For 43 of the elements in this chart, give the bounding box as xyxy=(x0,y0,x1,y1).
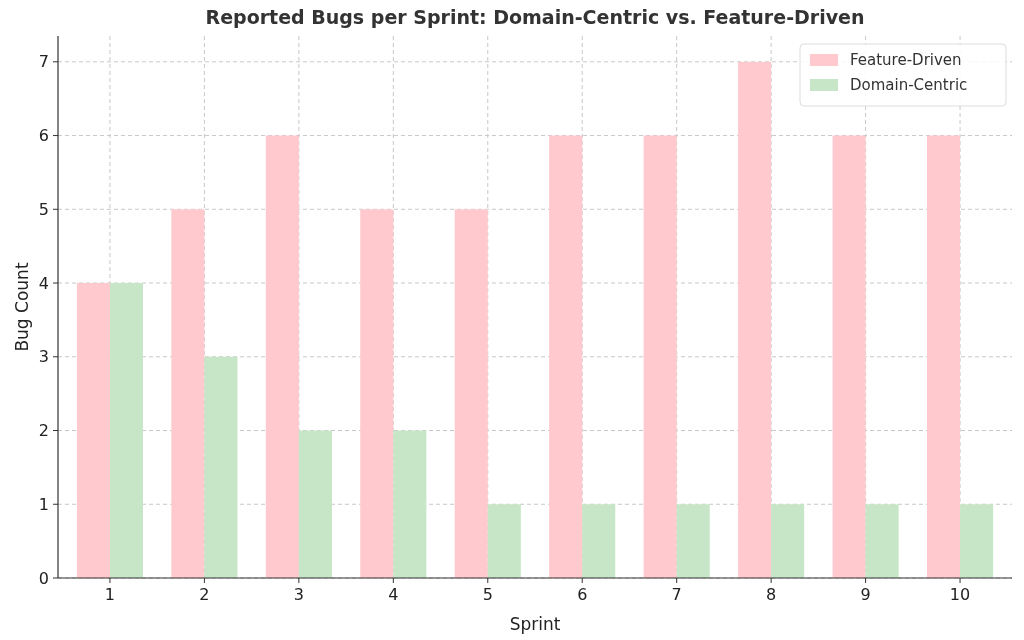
bar xyxy=(643,135,677,578)
bar xyxy=(676,504,710,578)
bar xyxy=(960,504,994,578)
bar xyxy=(298,430,332,578)
bar xyxy=(582,504,616,578)
x-tick-label: 9 xyxy=(860,585,871,604)
bar xyxy=(549,135,583,578)
legend-label: Feature-Driven xyxy=(850,51,962,70)
bar xyxy=(454,209,488,578)
x-tick-label: 10 xyxy=(949,585,971,604)
x-tick-label: 3 xyxy=(293,585,304,604)
x-tick-label: 2 xyxy=(199,585,210,604)
bar xyxy=(265,135,299,578)
y-tick-label: 0 xyxy=(38,568,49,588)
bar xyxy=(487,504,521,578)
y-tick-label: 3 xyxy=(38,347,49,367)
y-axis-title: Bug Count xyxy=(12,262,32,352)
x-tick-label: 8 xyxy=(766,585,777,604)
x-tick-label: 1 xyxy=(104,585,116,604)
bar xyxy=(393,430,427,578)
bar xyxy=(865,504,899,578)
y-tick-label: 7 xyxy=(38,52,49,72)
x-axis-title: Sprint xyxy=(509,614,561,634)
bar xyxy=(171,209,205,578)
y-tick-label: 5 xyxy=(38,199,49,219)
x-tick-label: 4 xyxy=(388,585,399,604)
chart-title: Reported Bugs per Sprint: Domain-Centric vs. Feature-Driven xyxy=(205,6,865,28)
x-tick-label: 7 xyxy=(671,585,682,604)
y-tick-label: 2 xyxy=(38,421,49,441)
x-tick-label: 5 xyxy=(482,585,493,604)
y-tick-label: 6 xyxy=(38,126,49,146)
bar xyxy=(926,135,961,578)
bar xyxy=(832,135,866,578)
y-tick-label: 4 xyxy=(38,273,49,293)
y-tick-label: 1 xyxy=(38,494,49,514)
bar xyxy=(771,504,805,578)
legend-label: Domain-Centric xyxy=(850,76,968,95)
x-tick-label: 6 xyxy=(577,585,588,604)
bar xyxy=(738,61,772,578)
bar xyxy=(109,283,144,578)
bar xyxy=(204,356,238,578)
bar xyxy=(360,209,394,578)
bar xyxy=(76,283,110,578)
